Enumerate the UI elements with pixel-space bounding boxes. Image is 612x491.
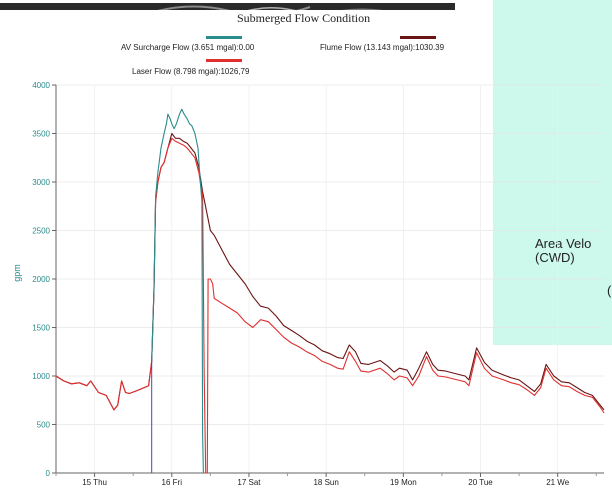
photo-strip-image — [0, 3, 455, 10]
photo-strip — [0, 0, 455, 10]
x-tick-label: 19 Mon — [390, 478, 417, 487]
series-line — [55, 132, 605, 411]
callout-mark: ( — [607, 283, 612, 298]
legend-label-flume: Flume Flow (13.143 mgal):1030.39 — [320, 43, 445, 52]
callout-panel — [493, 0, 612, 345]
x-tick-label: 17 Sat — [237, 478, 261, 487]
x-tick-label: 20 Tue — [468, 478, 493, 487]
y-axis-label: gpm — [12, 264, 22, 282]
series-line — [151, 108, 204, 474]
series-layer — [55, 108, 605, 474]
y-tick-label: 2500 — [32, 227, 50, 236]
callout-text: Area Velo (CWD) — [535, 237, 612, 265]
tick-layer: 0 500 1000 1500 2000 2500 3000 3500 4000 15 Thu 16… — [32, 81, 597, 487]
legend-swatch-flume — [400, 36, 436, 39]
flow-chart: 0 500 1000 1500 2000 2500 3000 3500 4000 15 Thu 16… — [12, 81, 605, 487]
callout-line-1: Area Velo — [535, 237, 592, 251]
y-tick-label: 1000 — [32, 372, 50, 381]
x-tick-label: 18 Sun — [313, 478, 338, 487]
y-tick-label: 2000 — [32, 275, 50, 284]
x-tick-label: 15 Thu — [82, 478, 107, 487]
x-tick-label: 21 We — [546, 478, 570, 487]
legend-label-laser: Laser Flow (8.798 mgal):1026,79 — [132, 67, 250, 76]
y-tick-label: 500 — [37, 421, 51, 430]
series-line — [55, 137, 605, 474]
grid-layer — [56, 84, 604, 474]
y-tick-label: 3500 — [32, 130, 50, 139]
y-tick-label: 4000 — [32, 81, 50, 90]
legend-swatch-laser — [206, 59, 242, 62]
y-tick-label: 1500 — [32, 324, 50, 333]
callout-line-2: (CWD) — [535, 250, 575, 265]
y-tick-label: 3000 — [32, 178, 50, 187]
legend-swatch-av — [206, 36, 242, 39]
y-tick-label: 0 — [46, 469, 51, 478]
x-tick-label: 16 Fri — [162, 478, 183, 487]
legend-label-av: AV Surcharge Flow (3.651 mgal):0.00 — [121, 43, 255, 52]
chart-title: Submerged Flow Condition — [237, 11, 371, 25]
